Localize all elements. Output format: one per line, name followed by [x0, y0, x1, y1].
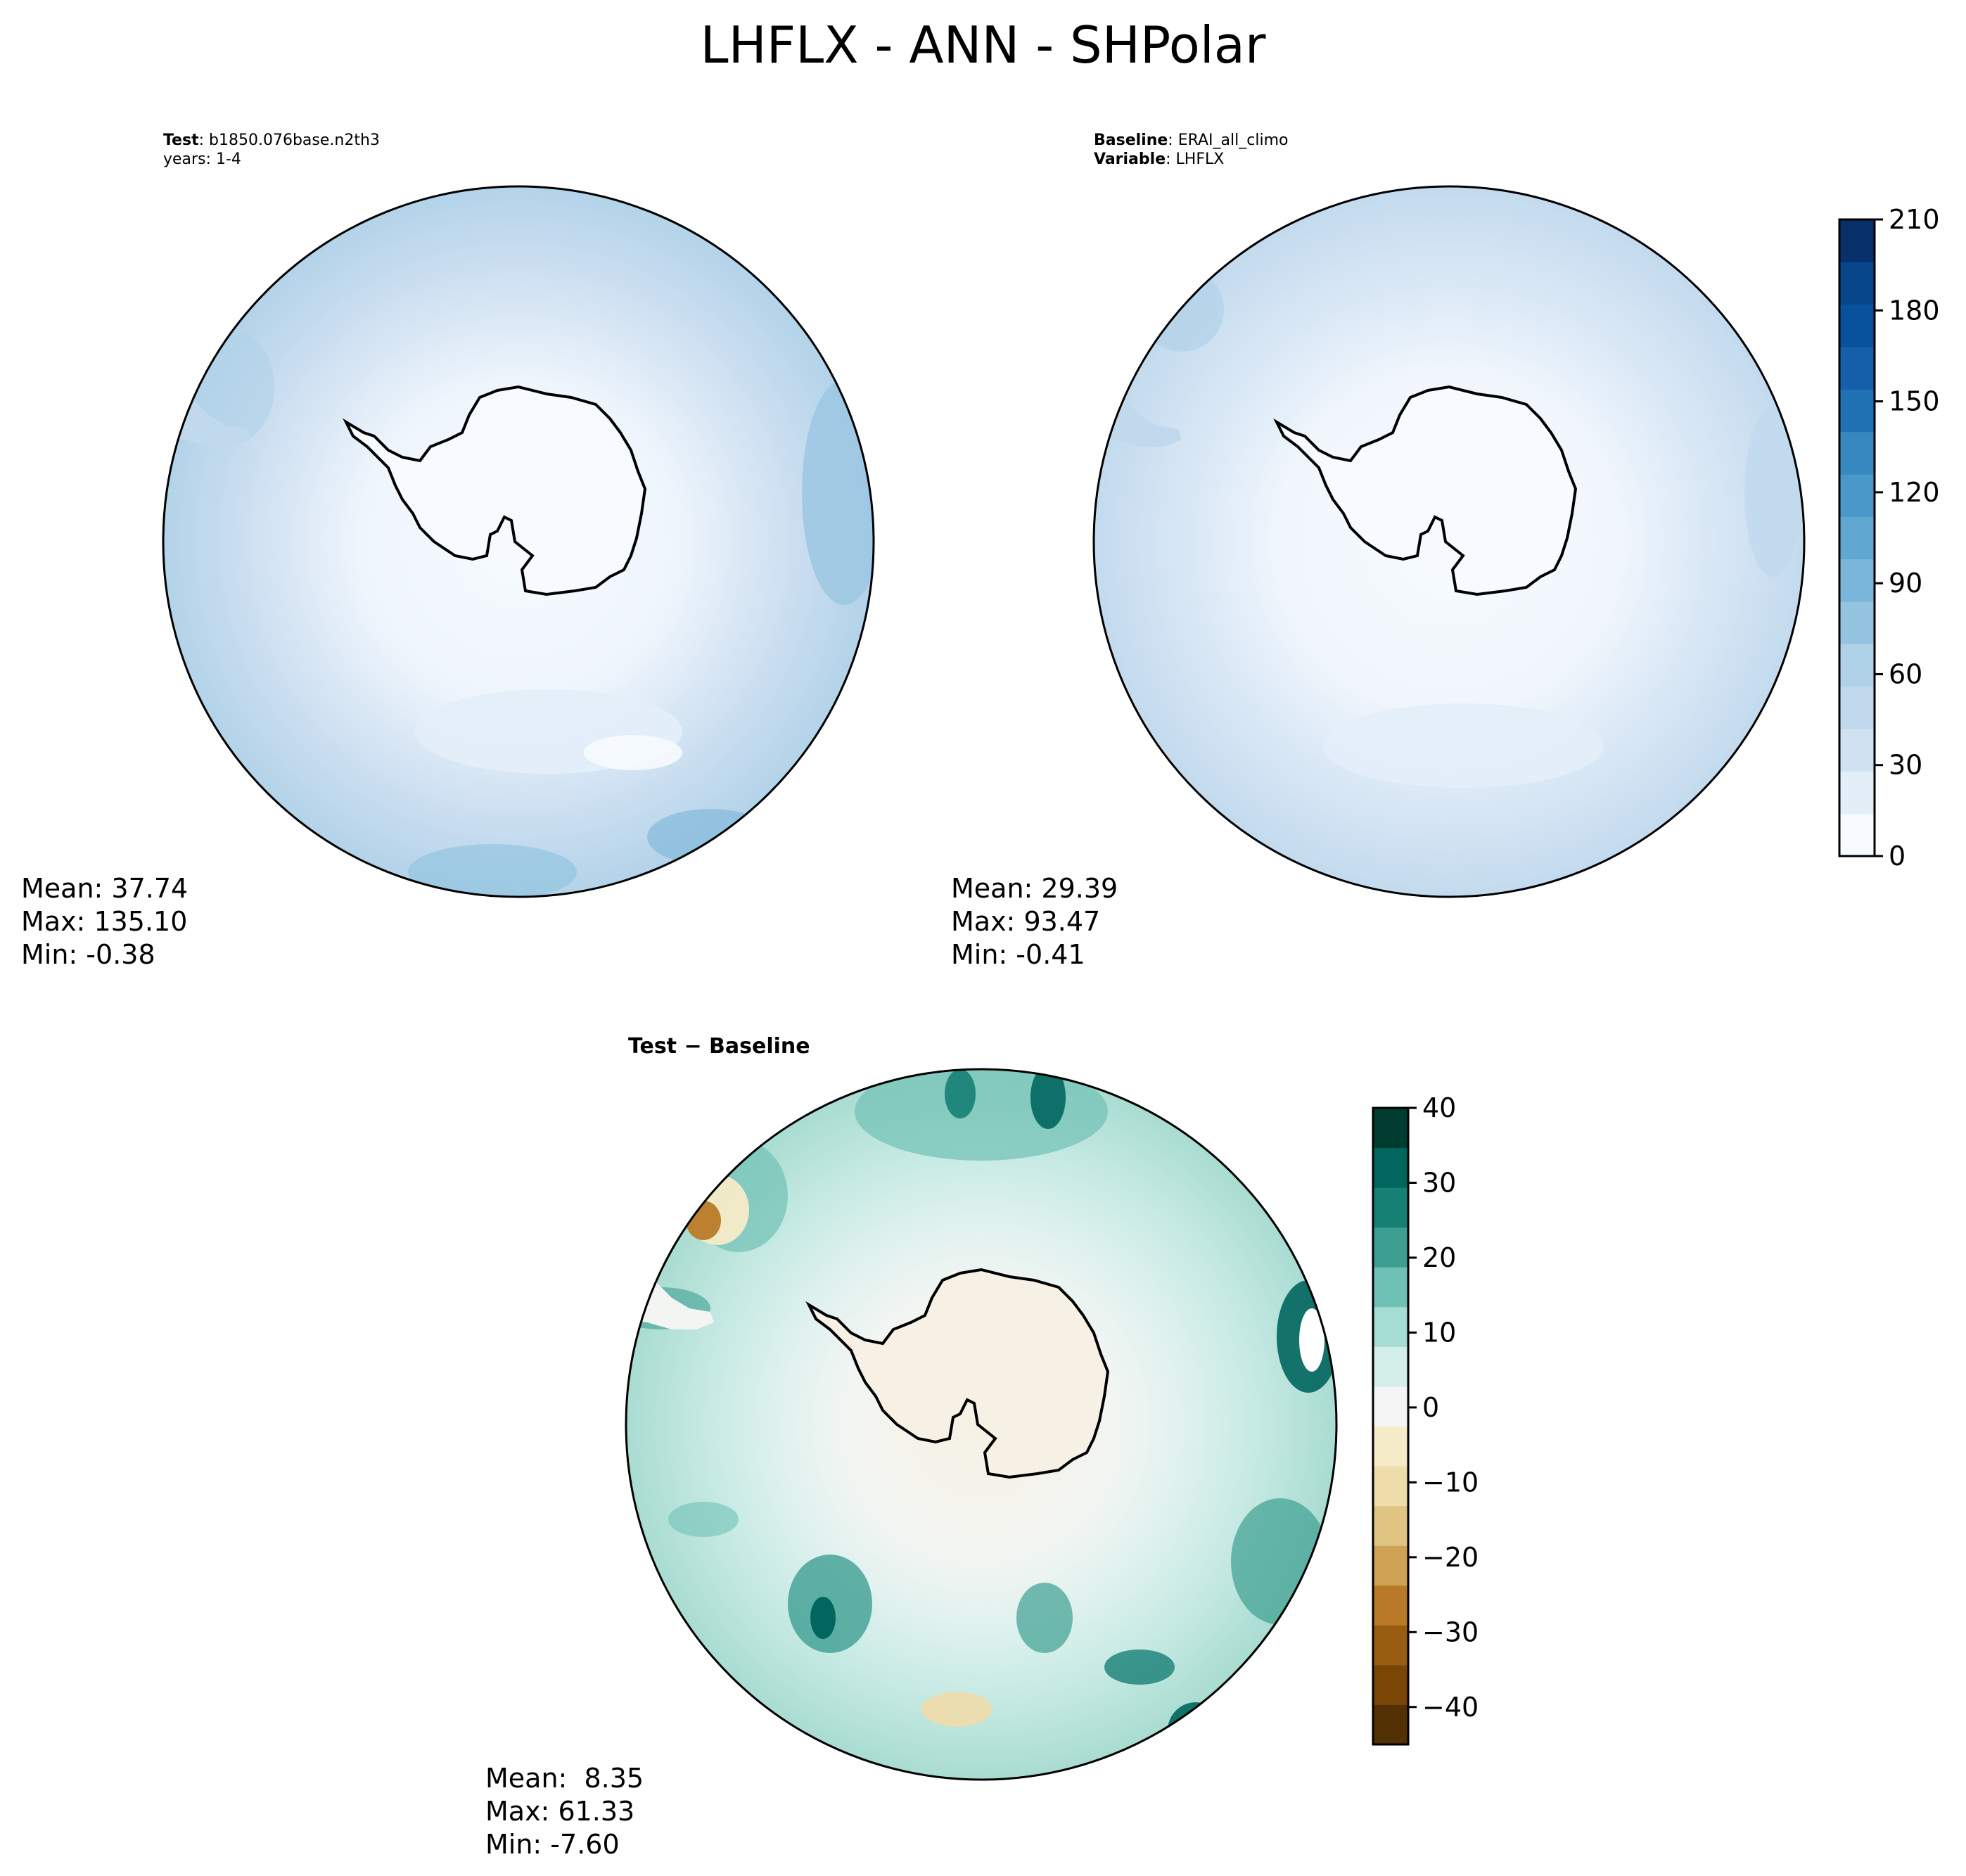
main-colorbar-segment	[1839, 474, 1875, 517]
diff-mean: Mean: 8.35	[485, 1763, 644, 1794]
diff-map	[625, 1068, 1338, 1781]
main-colorbar-segment	[1839, 304, 1875, 347]
baseline-label-key: Baseline	[1094, 132, 1168, 149]
diff-colorbar-segment	[1373, 1545, 1408, 1586]
test-map-boundary	[162, 185, 875, 898]
variable-label-sep: :	[1166, 151, 1176, 168]
diff-colorbar-segment	[1373, 1505, 1408, 1546]
diff-colorbar-segment	[1373, 1346, 1408, 1387]
diff-colorbar-segment	[1373, 1306, 1408, 1347]
baseline-min: Min: -0.41	[951, 939, 1085, 970]
baseline-label-value: ERAI_all_climo	[1177, 132, 1289, 149]
variable-label-value: LHFLX	[1175, 151, 1225, 168]
test-map	[162, 185, 875, 898]
diff-colorbar-segment	[1373, 1585, 1408, 1626]
figure-title: LHFLX - ANN - SHPolar	[700, 15, 1266, 75]
test-label-key: Test	[163, 132, 199, 149]
test-mean: Mean: 37.74	[21, 873, 189, 904]
diff-title: Test − Baseline	[628, 1034, 810, 1059]
main-colorbar-segment	[1839, 601, 1875, 644]
main-colorbar-segment	[1839, 686, 1875, 729]
test-years: years: 1-4	[163, 151, 241, 168]
main-colorbar-segment	[1839, 729, 1875, 772]
diff-colorbar-frame	[1372, 1106, 1410, 1746]
main-colorbar-segment	[1839, 347, 1875, 390]
main-colorbar-segment	[1839, 771, 1875, 815]
main-colorbar-tick-label: 30	[1889, 750, 1922, 781]
main-colorbar-segment	[1839, 431, 1875, 475]
main-colorbar-tick-label: 90	[1889, 568, 1922, 599]
diff-stats: Mean: 8.35 Max: 61.33 Min: -7.60	[485, 1762, 644, 1861]
diff-colorbar-segment	[1373, 1664, 1408, 1705]
diff-colorbar-tick-label: −40	[1422, 1692, 1479, 1723]
test-label-sep: :	[198, 132, 210, 149]
diff-colorbar-tick-label: −30	[1422, 1616, 1479, 1647]
diff-min: Min: -7.60	[485, 1829, 620, 1860]
main-colorbar-segment	[1839, 219, 1875, 262]
main-colorbar-segment	[1839, 559, 1875, 602]
baseline-map	[1092, 185, 1806, 898]
diff-colorbar-segment	[1373, 1426, 1408, 1467]
diff-colorbar-segment	[1373, 1227, 1408, 1268]
diff-colorbar-segment	[1373, 1386, 1408, 1427]
main-colorbar-segment	[1839, 516, 1875, 560]
diff-colorbar-segment	[1373, 1625, 1408, 1666]
diff-colorbar-tick-label: 0	[1422, 1392, 1439, 1423]
baseline-label-sep: :	[1168, 132, 1178, 149]
baseline-max: Max: 93.47	[951, 906, 1101, 937]
diff-colorbar-tick-label: 10	[1422, 1317, 1456, 1348]
test-max: Max: 135.10	[21, 906, 188, 937]
diff-colorbar-tick-label: 20	[1422, 1242, 1456, 1273]
main-colorbar-frame	[1838, 218, 1876, 857]
diff-map-boundary	[625, 1068, 1338, 1781]
main-colorbar: 0 30 60 90 120 150 180 210	[1838, 204, 1940, 872]
diff-colorbar-segment	[1373, 1267, 1408, 1308]
main-colorbar-tick-label: 0	[1889, 841, 1906, 872]
diff-colorbar-tick-label: 40	[1422, 1092, 1456, 1123]
baseline-label: Baseline: ERAI_all_climo Variable: LHFLX	[1094, 131, 1288, 169]
diff-max: Max: 61.33	[485, 1796, 635, 1827]
baseline-mean: Mean: 29.39	[951, 873, 1118, 904]
main-colorbar-segment	[1839, 262, 1875, 305]
main-colorbar-tick-label: 180	[1889, 295, 1940, 326]
variable-label-key: Variable	[1094, 151, 1166, 168]
main-colorbar-tick-label: 60	[1889, 658, 1922, 689]
diff-colorbar-tick-label: 30	[1422, 1167, 1456, 1198]
test-label: Test: b1850.076base.n2th3 years: 1-4	[163, 131, 380, 169]
test-label-value: b1850.076base.n2th3	[209, 132, 380, 149]
main-colorbar-tick-label: 120	[1889, 477, 1940, 508]
diff-colorbar-segment	[1373, 1466, 1408, 1507]
baseline-stats: Mean: 29.39 Max: 93.47 Min: -0.41	[951, 872, 1118, 971]
diff-colorbar-segment	[1373, 1108, 1408, 1149]
test-stats: Mean: 37.74 Max: 135.10 Min: -0.38	[21, 872, 188, 971]
baseline-map-boundary	[1092, 185, 1806, 898]
diff-colorbar-segment	[1373, 1704, 1408, 1745]
diff-colorbar-tick-label: −20	[1422, 1542, 1479, 1573]
main-colorbar-tick-label: 210	[1889, 204, 1940, 235]
diff-colorbar: 40 30 20 10 0 −10 −20 −30 −40	[1372, 1092, 1479, 1746]
diff-colorbar-tick-label: −10	[1422, 1467, 1479, 1498]
test-min: Min: -0.38	[21, 939, 155, 970]
diff-colorbar-segment	[1373, 1147, 1408, 1188]
main-colorbar-segment	[1839, 389, 1875, 433]
main-colorbar-segment	[1839, 644, 1875, 687]
diff-colorbar-segment	[1373, 1187, 1408, 1228]
main-colorbar-segment	[1839, 813, 1875, 857]
main-colorbar-tick-label: 150	[1889, 386, 1940, 417]
